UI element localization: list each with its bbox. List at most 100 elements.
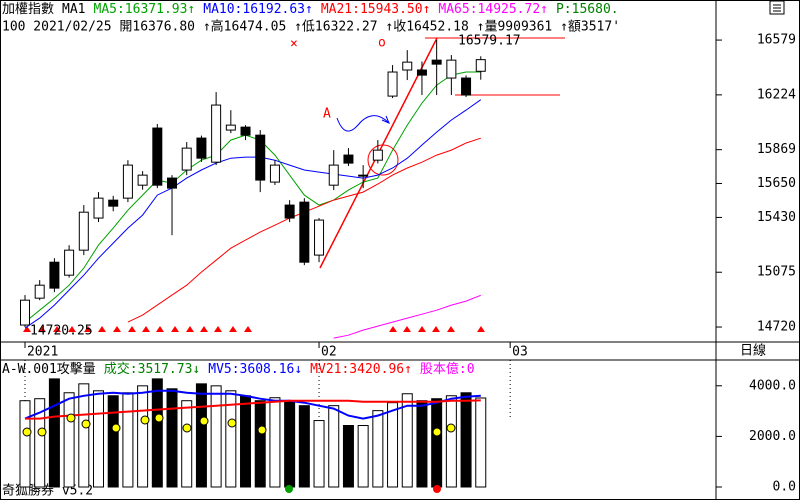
- legend-item: 成交:3517.73↓: [104, 361, 200, 377]
- arrow-head: [381, 115, 390, 124]
- volume-bar: [210, 385, 222, 488]
- signal-marker: [214, 326, 222, 332]
- volume-bar: [460, 392, 472, 488]
- indicator-dot: [285, 485, 293, 493]
- legend-title: 加權指數: [2, 2, 54, 17]
- signal-marker: [186, 326, 194, 332]
- subtitle: 100 2021/02/25 開16376.80 ↑高16474.05 ↑低16…: [2, 19, 620, 35]
- candle-body: [225, 124, 236, 131]
- volume-bar: [342, 425, 354, 488]
- candle-body: [240, 126, 251, 136]
- candle-body: [446, 59, 457, 79]
- legend-extra: P:15680.: [556, 2, 619, 17]
- candle-body: [387, 71, 398, 97]
- candle-body: [343, 154, 354, 164]
- signal-marker: [403, 326, 411, 332]
- signal-marker: [447, 326, 455, 332]
- volume-bar: [357, 425, 369, 488]
- x-tick-label: 03: [512, 345, 528, 360]
- signal-marker: [200, 326, 208, 332]
- signal-marker: [229, 326, 237, 332]
- candle-body: [284, 204, 295, 219]
- x-tick-label: 02: [321, 345, 337, 360]
- candle-body: [358, 174, 369, 177]
- indicator-dot: [66, 413, 76, 423]
- volume-bar: [431, 398, 443, 488]
- indicator-dot: [81, 419, 91, 429]
- signal-marker: [389, 326, 397, 332]
- indicator-dot: [154, 413, 164, 423]
- candle-body: [328, 164, 339, 186]
- signal-marker: [84, 326, 92, 332]
- volume-bar: [122, 392, 134, 488]
- candle-body: [34, 284, 45, 299]
- y-tick-label: 15650: [757, 176, 796, 191]
- indicator-dot: [432, 427, 442, 437]
- candle-body: [19, 299, 30, 326]
- volume-legend: A-W.001攻擊量 成交:3517.73↓ MV5:3608.16↓ MV21:34…: [2, 361, 475, 377]
- volume-bar: [78, 383, 90, 488]
- candle-body: [108, 199, 119, 207]
- volume-bar: [34, 398, 46, 488]
- candle-body: [49, 261, 60, 289]
- volume-bar: [107, 395, 119, 488]
- indicator-dot: [227, 418, 237, 428]
- ma-line: [24, 99, 482, 329]
- ma-line: [333, 294, 481, 339]
- annotation: A: [323, 107, 331, 122]
- volume-bar: [63, 392, 75, 488]
- candle-body: [475, 59, 486, 72]
- y-tick-label: 2000.0: [749, 429, 796, 444]
- y-tick-label: 15869: [757, 142, 796, 157]
- candle-body: [416, 69, 427, 76]
- y-tick-label: 0.0: [773, 480, 796, 495]
- candle-body: [314, 219, 325, 256]
- y-tick-label: 16224: [757, 87, 796, 102]
- annotation: 14720.25: [30, 324, 93, 339]
- signal-marker: [98, 326, 106, 332]
- volume-bar: [151, 378, 163, 488]
- volume-bar: [48, 378, 60, 488]
- candle-body: [137, 174, 148, 186]
- volume-bar: [181, 400, 193, 488]
- period-label: 日線: [740, 343, 766, 359]
- candle-body: [196, 137, 207, 159]
- signal-marker: [156, 326, 164, 332]
- signal-marker: [244, 326, 252, 332]
- candle-body: [255, 134, 266, 181]
- y-tick-label: 16579: [757, 33, 796, 48]
- volume-ma-line: [24, 389, 481, 420]
- candle-body: [431, 59, 442, 65]
- candle-body: [211, 104, 222, 163]
- y-tick-label: 15430: [757, 210, 796, 225]
- volume-bar: [387, 402, 399, 488]
- volume-ma-line: [25, 399, 481, 420]
- volume-bar: [93, 390, 105, 488]
- volume-bar: [313, 420, 325, 488]
- signal-marker: [432, 326, 440, 332]
- signal-marker: [418, 326, 426, 332]
- volume-bar: [401, 393, 413, 488]
- legend-item: MV5:3608.16↓: [208, 362, 302, 377]
- indicator-dot: [22, 427, 32, 437]
- highlight-circle: [367, 144, 399, 176]
- legend-title: A-W.001攻擊量: [2, 361, 96, 377]
- volume-bar: [269, 397, 281, 488]
- candle-body: [167, 177, 178, 189]
- volume-bar: [19, 400, 31, 488]
- signal-marker: [53, 326, 61, 332]
- price-legend: 加權指數 MA1 MA5:16371.93↑ MA10:16192.63↑ MA21:1…: [2, 2, 619, 17]
- signal-marker: [142, 326, 150, 332]
- candle-body: [461, 77, 472, 96]
- signal-marker: [68, 326, 76, 332]
- signal-marker: [171, 326, 179, 332]
- volume-bar: [225, 390, 237, 488]
- legend-item: MA5:16371.93↑: [94, 2, 196, 17]
- candle-body: [93, 197, 104, 219]
- candle-body: [152, 127, 163, 186]
- candle-body: [181, 147, 192, 171]
- legend-item: MA10:16192.63↑: [203, 2, 313, 17]
